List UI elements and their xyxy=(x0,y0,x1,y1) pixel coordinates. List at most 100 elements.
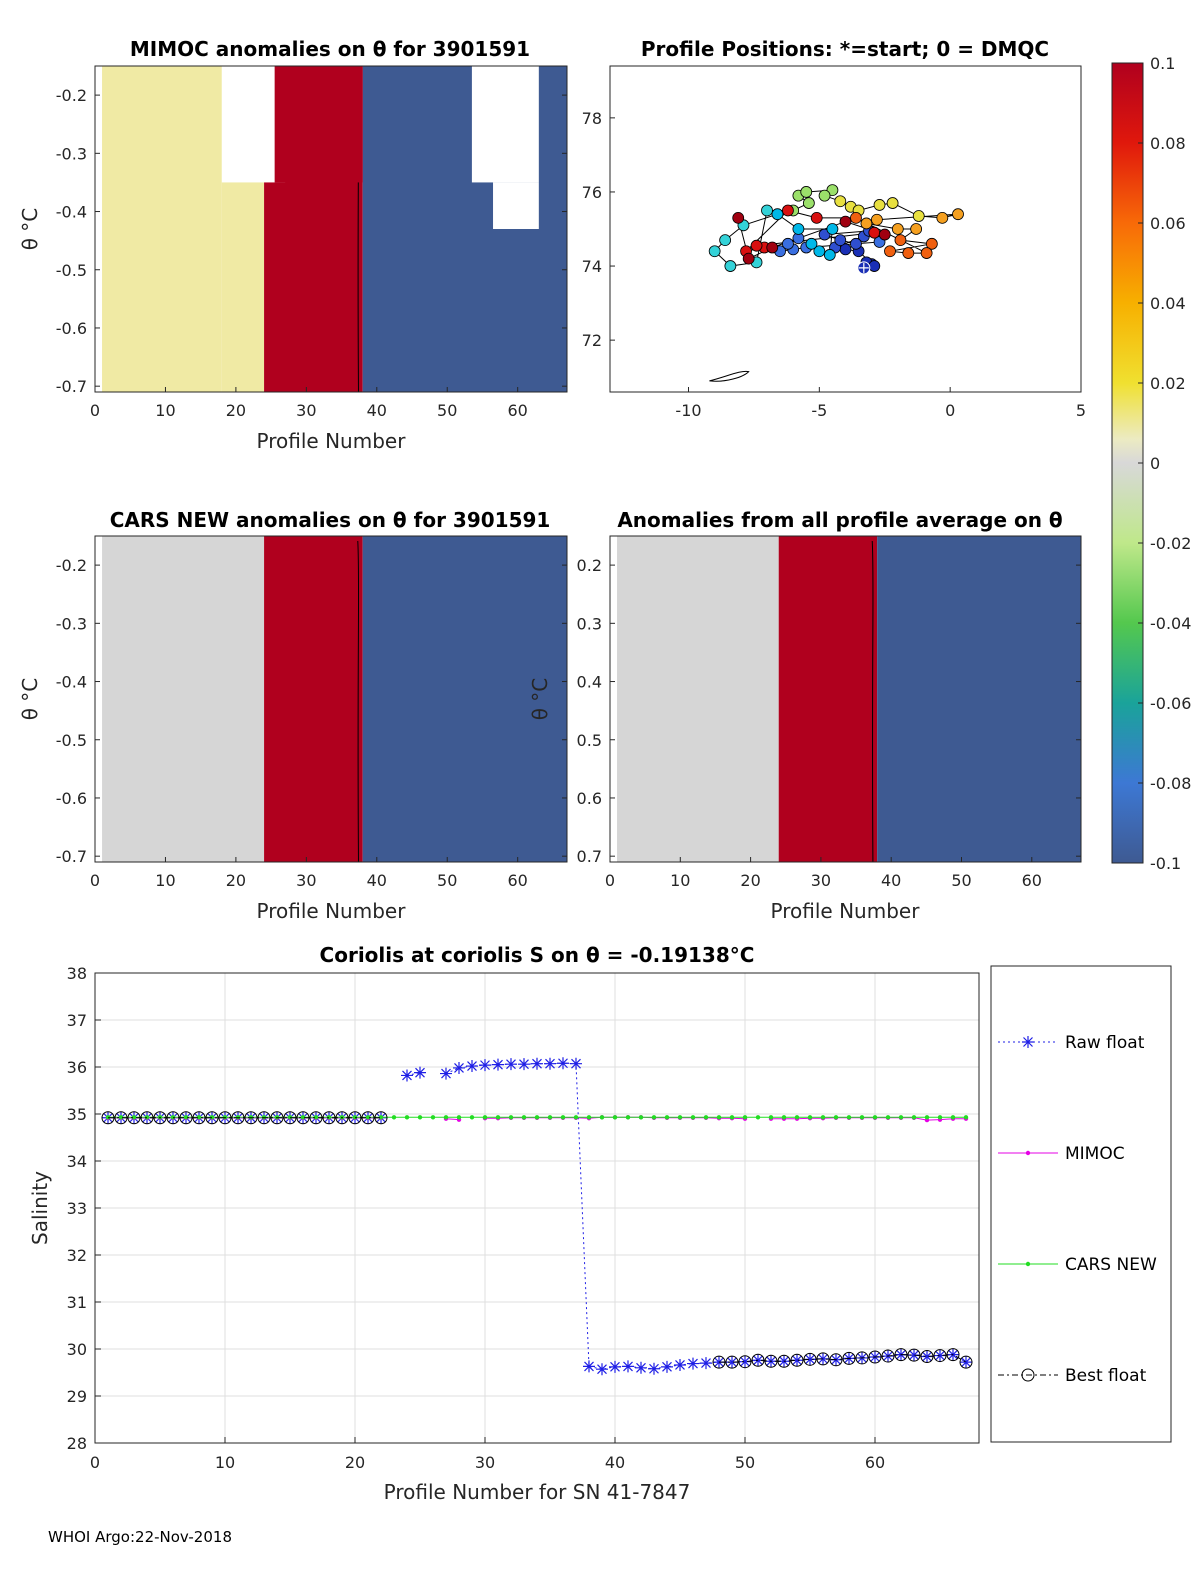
y-tick-label: 37 xyxy=(67,1011,87,1030)
y-tick-label: 29 xyxy=(67,1387,87,1406)
data-point xyxy=(127,1111,141,1125)
data-point xyxy=(401,1069,413,1082)
colorbar-tick-label: -0.1 xyxy=(1150,854,1181,873)
x-tick-label: 30 xyxy=(296,871,316,890)
mimoc-anomaly-panel: MIMOC anomalies on θ for 3901591 0 10 20 30… xyxy=(18,37,568,453)
colorbar-tick-label: -0.02 xyxy=(1150,534,1191,553)
data-point xyxy=(508,1115,514,1120)
y-tick-label: 0.4 xyxy=(577,673,602,692)
data-point xyxy=(570,1057,582,1070)
profile-position-point xyxy=(802,197,815,209)
data-point xyxy=(934,1349,946,1362)
allavg-title: Anomalies from all profile average on θ xyxy=(617,508,1062,532)
anomaly-band-0 xyxy=(617,536,779,862)
data-point xyxy=(742,1115,748,1120)
data-point xyxy=(612,1115,618,1120)
data-point xyxy=(946,1348,960,1362)
legend-label: CARS NEW xyxy=(1065,1255,1157,1275)
data-point xyxy=(677,1115,683,1120)
profile-position-point xyxy=(952,208,964,221)
profile-position-point xyxy=(761,204,773,217)
data-point xyxy=(807,1115,813,1120)
legend-label: MIMOC xyxy=(1065,1144,1125,1164)
salinity-series xyxy=(101,1057,973,1376)
profile-position-point xyxy=(925,237,938,250)
profile-position-point xyxy=(834,234,847,247)
data-point xyxy=(283,1111,297,1125)
colorbar-tick-label: 0.04 xyxy=(1150,294,1186,313)
data-point xyxy=(309,1111,323,1125)
data-point xyxy=(924,1115,930,1120)
mimoc-title: MIMOC anomalies on θ for 3901591 xyxy=(130,37,530,61)
y-tick-label: 74 xyxy=(582,257,602,276)
data-point xyxy=(868,1350,882,1364)
x-tick-label: 50 xyxy=(735,1453,755,1472)
profile-position-point xyxy=(894,234,907,247)
profile-position-point xyxy=(878,228,891,241)
profile-position-point xyxy=(873,199,886,211)
profile-position-point xyxy=(771,208,784,221)
data-point xyxy=(738,1355,752,1369)
x-tick-label: 40 xyxy=(605,1453,625,1472)
data-point xyxy=(534,1115,540,1120)
profile-position-point xyxy=(850,237,862,250)
data-point xyxy=(192,1111,206,1125)
y-tick-label: -0.6 xyxy=(56,319,87,338)
salinity-legend: Raw float MIMOC CARS NEW Best float xyxy=(990,965,1172,1443)
data-point xyxy=(573,1115,579,1120)
x-tick-label: 60 xyxy=(865,1453,885,1472)
data-point xyxy=(791,1354,803,1367)
y-tick-label: 38 xyxy=(67,964,87,983)
cars-ylabel: θ °C xyxy=(18,678,42,721)
data-point xyxy=(518,1058,530,1071)
data-point xyxy=(183,1115,189,1120)
allavg-heatmap xyxy=(617,536,1081,863)
data-point xyxy=(495,1115,501,1120)
data-point xyxy=(609,1360,621,1373)
data-point xyxy=(959,1355,973,1369)
y-tick-label: 34 xyxy=(67,1152,87,1171)
legend-marker xyxy=(1021,1368,1035,1382)
data-point xyxy=(885,1115,891,1120)
data-point xyxy=(674,1358,686,1371)
x-tick-label: 50 xyxy=(437,401,457,420)
data-point xyxy=(816,1352,830,1366)
cars-title: CARS NEW anomalies on θ for 3901591 xyxy=(110,508,551,532)
legend-marker xyxy=(1022,1036,1034,1048)
profile-position-point xyxy=(823,249,836,261)
data-point xyxy=(196,1115,202,1120)
data-point xyxy=(842,1351,856,1365)
colorbar-tick-label: -0.06 xyxy=(1150,694,1191,713)
data-point xyxy=(755,1115,761,1120)
x-tick-label: 60 xyxy=(1022,871,1042,890)
legend-box xyxy=(990,965,1172,1443)
profile-position-point xyxy=(839,215,852,228)
profile-position-point xyxy=(708,245,721,258)
data-point xyxy=(257,1111,271,1125)
profile-position-point xyxy=(782,204,794,217)
profile-position-point xyxy=(792,223,805,235)
y-tick-label: -0.6 xyxy=(56,789,87,808)
data-point xyxy=(908,1349,920,1362)
data-point xyxy=(348,1111,362,1125)
data-point xyxy=(687,1357,699,1370)
data-point xyxy=(651,1115,657,1120)
data-point xyxy=(960,1356,972,1369)
data-point xyxy=(466,1060,478,1073)
colorbar-tick-label: 0.06 xyxy=(1150,214,1186,233)
y-tick-label: 31 xyxy=(67,1293,87,1312)
data-point xyxy=(313,1115,319,1120)
data-point xyxy=(365,1115,371,1120)
data-point xyxy=(244,1111,258,1125)
data-point xyxy=(118,1115,124,1120)
start-star-icon xyxy=(858,262,869,273)
profile-position-point xyxy=(724,260,737,272)
y-tick-label: -0.3 xyxy=(56,144,87,163)
x-tick-label: 40 xyxy=(881,871,901,890)
data-point xyxy=(378,1115,384,1120)
profile-position-point xyxy=(936,211,949,224)
data-point xyxy=(664,1115,670,1120)
data-point xyxy=(911,1115,917,1120)
y-tick-label: 0.5 xyxy=(577,731,602,750)
